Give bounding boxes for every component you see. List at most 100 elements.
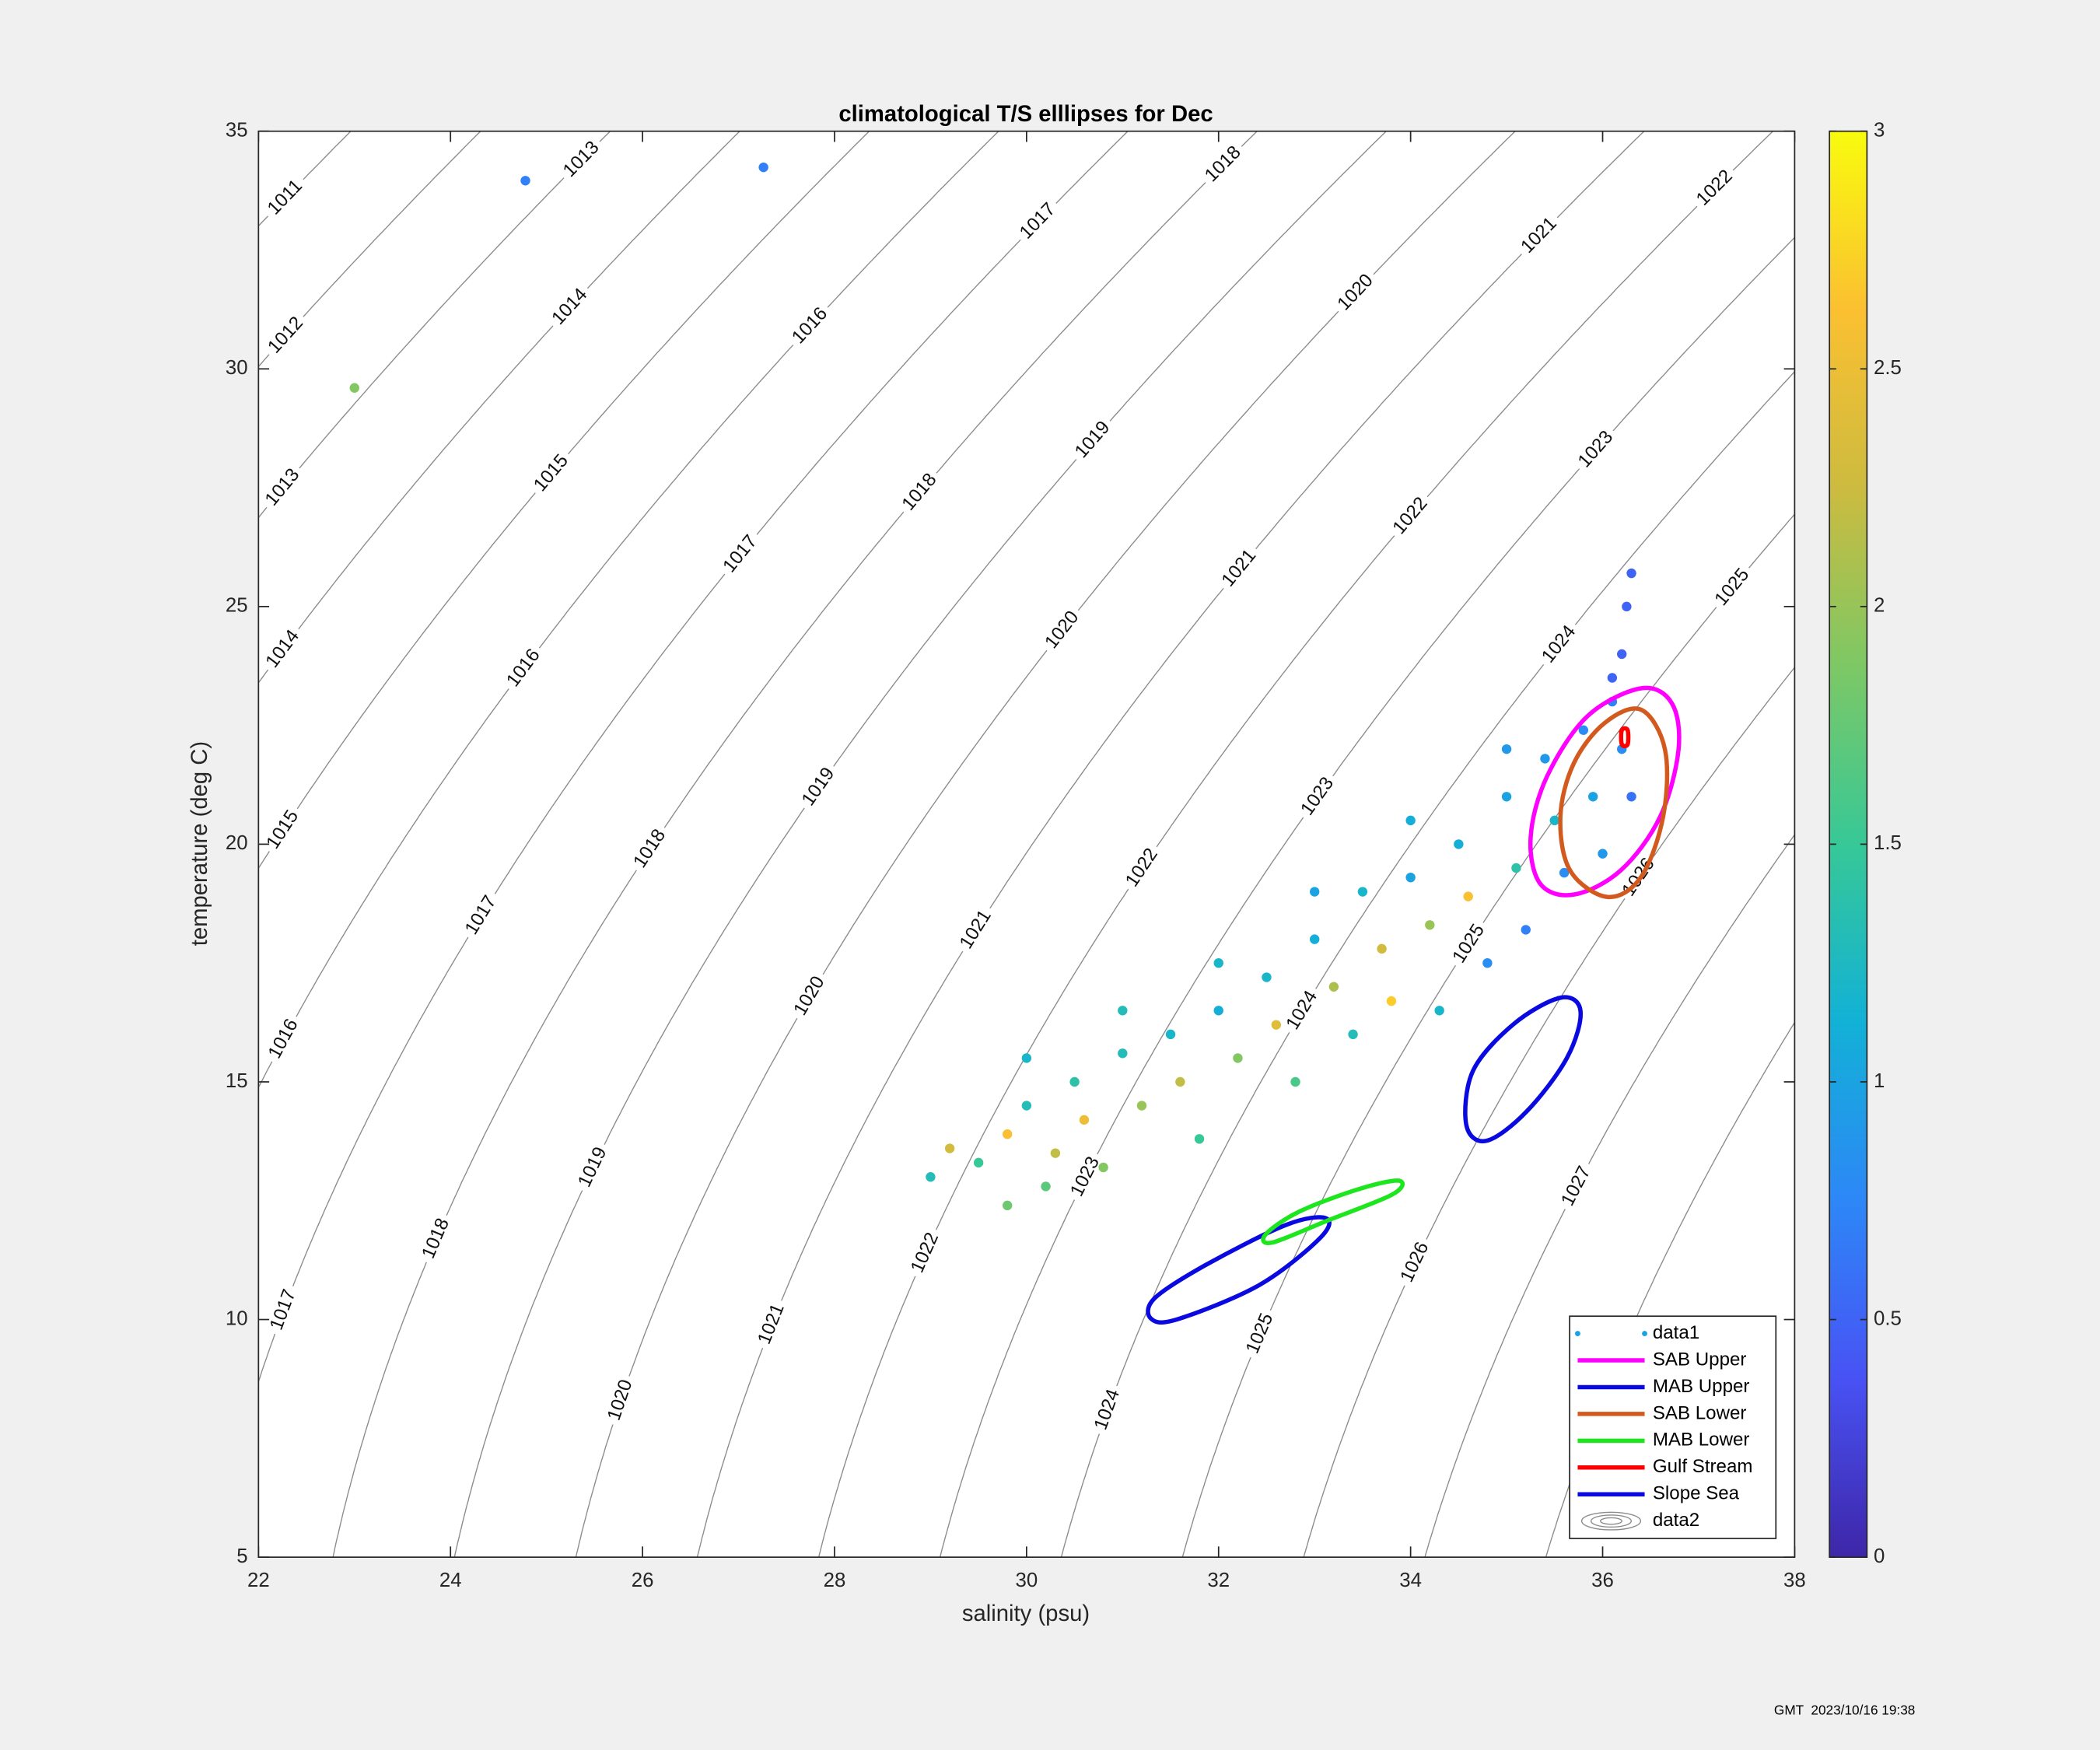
data-point	[1262, 972, 1272, 982]
colorbar-tick-label: 2	[1874, 595, 1885, 617]
contour-label-bg	[751, 1296, 793, 1353]
contour-label-bg	[261, 1010, 307, 1068]
y-tick-label: 25	[226, 595, 248, 617]
contour-layer: 1011101210131013101410141015101510161016…	[258, 131, 1795, 1558]
data-point	[1511, 863, 1521, 873]
colorbar-tick-label: 1	[1874, 1070, 1885, 1092]
colorbar-tick-label: 3	[1874, 120, 1885, 142]
data-point	[1607, 673, 1618, 683]
contour-label-bg	[894, 465, 946, 520]
contour-label-bg	[1688, 161, 1742, 215]
contour-label-bg	[544, 280, 597, 334]
contour-label-bg	[1554, 1158, 1600, 1215]
data-point	[1098, 1162, 1108, 1173]
ellipse-line	[1261, 1178, 1405, 1245]
legend-label: SAB Lower	[1653, 1402, 1747, 1423]
legend-icon	[1642, 1331, 1647, 1337]
x-tick-label: 38	[1783, 1570, 1806, 1591]
contour-label-bg	[258, 621, 309, 677]
contour-label-bg	[415, 1210, 458, 1267]
contour-label-bg	[1037, 603, 1088, 658]
contour-label-bg	[259, 802, 308, 858]
data-point	[1328, 982, 1339, 992]
contour-label-bg	[258, 460, 309, 516]
data-point	[1348, 1029, 1358, 1040]
data-point	[1622, 601, 1632, 612]
data-point	[1386, 996, 1397, 1006]
x-tick-label: 30	[1016, 1570, 1038, 1591]
data-point	[1309, 934, 1320, 944]
data-point	[1213, 1006, 1223, 1016]
y-axis-label: temperature (deg C)	[187, 741, 212, 946]
data-point	[944, 1143, 955, 1153]
contour-label-bg	[1067, 413, 1119, 467]
contour-label-bg	[715, 527, 767, 582]
isopycnal	[1060, 370, 1795, 1558]
contour-label-bg	[601, 1372, 641, 1429]
data-point	[349, 383, 359, 393]
data-point	[1501, 792, 1512, 802]
data-point	[1079, 1115, 1090, 1125]
data-point	[1598, 849, 1608, 859]
data-point	[1069, 1076, 1080, 1087]
x-tick-label: 36	[1591, 1570, 1614, 1591]
isopycnal	[817, 131, 1773, 1558]
contour-label-bg	[1329, 266, 1383, 320]
data-point	[1377, 943, 1387, 954]
contour-label-bg	[1063, 1149, 1108, 1206]
x-tick-label: 22	[247, 1570, 270, 1591]
legend-label: SAB Upper	[1653, 1349, 1747, 1370]
timestamp: GMT 2023/10/16 19:38	[1774, 1703, 1915, 1718]
contour-label-bg	[263, 1282, 304, 1339]
data-point	[1021, 1101, 1032, 1111]
contour-label-bg	[1214, 541, 1265, 597]
data-point	[1118, 1048, 1128, 1059]
x-axis-label: salinity (psu)	[962, 1601, 1090, 1626]
data-point	[1002, 1200, 1013, 1211]
legend-label: MAB Lower	[1653, 1430, 1750, 1451]
data-point	[1482, 957, 1493, 968]
contour-label-bg	[952, 901, 1000, 958]
legend-label: data2	[1653, 1510, 1699, 1531]
x-tick-label: 24	[439, 1570, 462, 1591]
data-point	[1233, 1053, 1243, 1063]
data-point	[1021, 1053, 1032, 1063]
data-point	[758, 162, 768, 173]
data-layer	[349, 162, 1682, 1325]
data-point	[1194, 1134, 1205, 1144]
data-point	[1549, 815, 1559, 826]
contour-label-bg	[1087, 1381, 1129, 1438]
isopycnal	[1303, 666, 1795, 1558]
ellipse-line	[1619, 726, 1631, 749]
contour-label-bg	[1706, 560, 1759, 615]
ellipse-line	[1558, 706, 1670, 899]
y-tick-label: 15	[226, 1070, 248, 1092]
contour-label-bg	[260, 308, 313, 363]
contour-label-bg	[1384, 488, 1437, 544]
contour-label-bg	[1293, 768, 1343, 824]
x-tick-label: 26	[632, 1570, 654, 1591]
contour-label-bg	[794, 759, 844, 815]
data-point	[1425, 920, 1435, 930]
y-tick-label: 20	[226, 832, 248, 854]
data-point	[1002, 1129, 1013, 1139]
contour-label-bg	[259, 170, 313, 225]
colorbar-tick-label: 2.5	[1874, 357, 1902, 379]
data-point	[1463, 891, 1473, 901]
legend-label: Slope Sea	[1653, 1483, 1740, 1504]
legend-icon	[1600, 1517, 1622, 1525]
data-point	[1405, 815, 1416, 826]
data-point	[1501, 744, 1512, 754]
contour-label-bg	[1011, 194, 1065, 249]
data-point	[1357, 887, 1368, 897]
legend-icon	[1590, 1514, 1633, 1528]
legend-icon	[1580, 1511, 1642, 1531]
data-point	[1165, 1029, 1176, 1040]
data-point	[1559, 867, 1570, 878]
data-point	[1540, 754, 1550, 764]
data-point	[1521, 925, 1531, 935]
data-point	[1626, 568, 1636, 579]
chart-title: climatological T/S elllipses for Dec	[838, 102, 1213, 127]
colorbar-tick-label: 1.5	[1874, 832, 1902, 854]
